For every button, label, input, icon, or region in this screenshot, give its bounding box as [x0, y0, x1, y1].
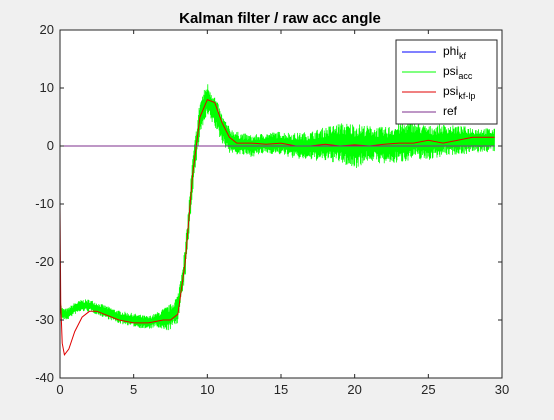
legend: phikf psiacc psikf-lp ref: [395, 39, 498, 125]
chart-title: Kalman filter / raw acc angle: [179, 10, 381, 27]
y-tick-label-1: -30: [35, 312, 54, 327]
y-tick-label-4: 0: [47, 138, 54, 153]
series-line-2: [59, 98, 495, 356]
x-tick-label-1: 5: [130, 382, 137, 397]
x-tick-label-3: 15: [274, 382, 288, 397]
ticks-layer: 0 5 10 15 20 25 30 -40 -30 -20 -10 0 10 20: [35, 22, 509, 397]
y-tick-label-5: 10: [40, 80, 54, 95]
x-tick-label-6: 30: [495, 382, 509, 397]
legend-label-2: psikf-lp: [443, 84, 475, 101]
legend-label-0: phikf: [443, 44, 467, 61]
x-tick-label-0: 0: [56, 382, 63, 397]
x-tick-label-5: 25: [421, 382, 435, 397]
y-tick-label-0: -40: [35, 370, 54, 385]
x-tick-label-2: 10: [200, 382, 214, 397]
y-tick-label-2: -20: [35, 254, 54, 269]
series-layer: [59, 84, 496, 356]
y-tick-label-6: 20: [40, 22, 54, 37]
y-tick-label-3: -10: [35, 196, 54, 211]
legend-box: [395, 39, 498, 125]
series-line-1: [59, 84, 496, 331]
x-tick-label-4: 20: [347, 382, 361, 397]
legend-label-3: ref: [443, 104, 458, 118]
legend-label-1: psiacc: [443, 64, 473, 81]
